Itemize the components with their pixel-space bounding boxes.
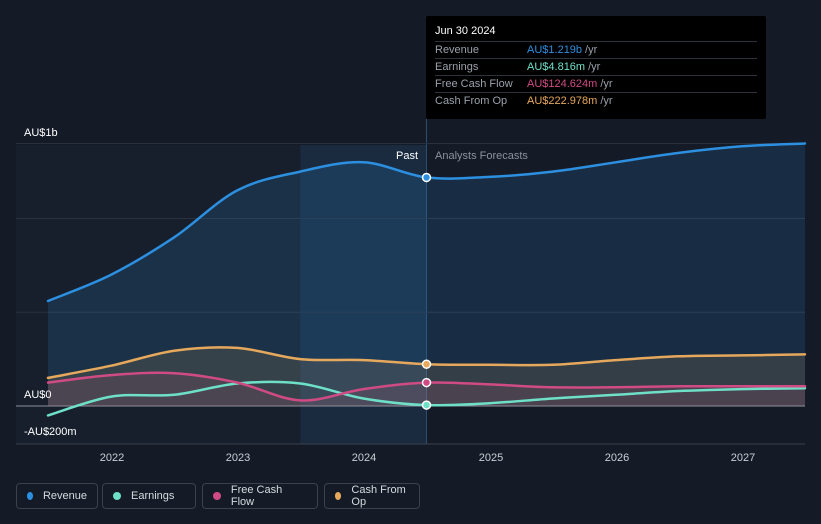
free-cash-flow-area xyxy=(48,372,805,406)
legend-item-earnings[interactable]: Earnings xyxy=(102,483,196,509)
tooltip-label: Earnings xyxy=(435,61,479,73)
chart-markers xyxy=(421,172,432,410)
x-tick-2026: 2026 xyxy=(604,452,630,464)
x-tick-2022: 2022 xyxy=(99,452,125,464)
legend-label: Earnings xyxy=(131,490,175,502)
tooltip-unit: /yr xyxy=(588,61,601,73)
legend-dot-icon xyxy=(113,492,121,500)
tooltip-unit: /yr xyxy=(600,95,613,107)
tooltip-unit: /yr xyxy=(585,44,598,56)
revenue-marker xyxy=(421,172,432,183)
highlight-region xyxy=(300,145,427,444)
chart-background xyxy=(16,119,427,444)
tooltip-date: Jun 30 2024 xyxy=(435,25,496,37)
tooltip-unit: /yr xyxy=(600,78,613,90)
tooltip-value: AU$4.816m xyxy=(527,61,586,73)
revenue-area xyxy=(48,143,805,406)
legend-label: Revenue xyxy=(42,490,87,502)
legend-label: Free Cash Flow xyxy=(230,484,283,508)
tooltip-value: AU$124.624m xyxy=(527,78,598,90)
tooltip-row-free-cash-flow: Free Cash Flow AU$124.624m/yr xyxy=(435,75,757,93)
tooltip-value: AU$1.219b xyxy=(527,44,583,56)
chart-areas xyxy=(48,143,805,406)
tooltip-value: AU$222.978m xyxy=(527,95,598,107)
earnings-marker xyxy=(421,400,432,410)
tooltip-label: Revenue xyxy=(435,44,480,56)
x-tick-2027: 2027 xyxy=(730,452,756,464)
x-tick-2023: 2023 xyxy=(225,452,251,464)
legend-item-revenue[interactable]: Revenue xyxy=(16,483,98,509)
legend-item-cash-from-op[interactable]: Cash From Op xyxy=(324,483,420,509)
tooltip: Jun 30 2024 Revenue AU$1.219b/yr Earning… xyxy=(426,16,766,119)
tooltip-row-earnings: Earnings AU$4.816m/yr xyxy=(435,58,757,76)
x-tick-2024: 2024 xyxy=(351,452,377,464)
past-label: Past xyxy=(396,150,419,162)
legend-dot-icon xyxy=(335,492,342,500)
legend-dot-icon xyxy=(213,492,221,500)
y-axis-top-label: AU$1b xyxy=(24,127,58,139)
y-axis-bottom-label: -AU$200m xyxy=(24,426,77,438)
tooltip-row-revenue: Revenue AU$1.219b/yr xyxy=(435,41,757,59)
cash-from-op-area xyxy=(48,347,805,406)
legend-dot-icon xyxy=(27,492,33,500)
legend-label: Cash From Op xyxy=(351,484,406,508)
legend-item-free-cash-flow[interactable]: Free Cash Flow xyxy=(202,483,318,509)
x-tick-2025: 2025 xyxy=(478,452,504,464)
tooltip-label: Free Cash Flow xyxy=(435,78,513,90)
forecast-label: Analysts Forecasts xyxy=(435,150,528,162)
cash-from-op-marker xyxy=(421,359,432,369)
tooltip-label: Cash From Op xyxy=(435,95,508,107)
tooltip-row-cash-from-op: Cash From Op AU$222.978m/yr xyxy=(435,92,757,110)
y-axis-zero-label: AU$0 xyxy=(24,389,52,401)
free-cash-flow-marker xyxy=(421,377,432,388)
chart-grid xyxy=(16,143,805,445)
revenue-line xyxy=(46,142,807,303)
